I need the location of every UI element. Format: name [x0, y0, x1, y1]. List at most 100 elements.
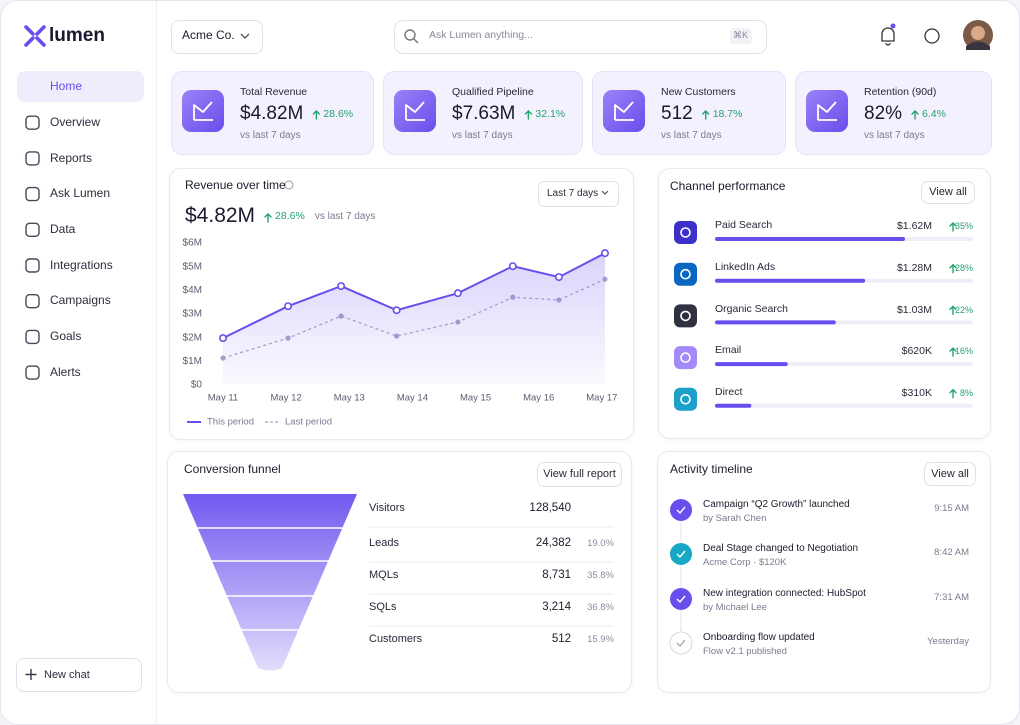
nav-item[interactable]: Ask Lumen	[50, 186, 111, 201]
funnel-rate: 15.9%	[587, 633, 614, 645]
card-title: Conversion funnel	[184, 462, 281, 477]
activity-title: Campaign “Q2 Growth” launched	[703, 498, 850, 510]
org-name: Acme Co.	[182, 28, 235, 43]
channel-value: $1.62M	[896, 220, 932, 233]
card-title: Revenue over time	[185, 178, 286, 193]
notification-dot	[890, 23, 896, 29]
channel-change: 28%	[954, 262, 973, 273]
card-title: Activity timeline	[670, 462, 753, 477]
nav-item[interactable]: Reports	[50, 150, 93, 165]
activity-time: 9:15 AM	[934, 502, 969, 514]
view-all-button[interactable]: View all	[921, 181, 975, 204]
view-all-button-label: View all	[931, 468, 969, 480]
kpi-label: Qualified Pipeline	[452, 86, 534, 99]
channel-name: Paid Search	[715, 219, 773, 232]
nav-item[interactable]: Campaigns	[50, 293, 111, 308]
search-placeholder: Ask Lumen anything...	[429, 29, 533, 42]
channel-value: $1.28M	[896, 261, 932, 274]
activity-detail: by Michael Lee	[703, 601, 767, 613]
kpi-note: vs last 7 days	[452, 129, 513, 141]
activity-detail: Flow v2.1 published	[703, 645, 787, 657]
activity-time: Yesterday	[927, 635, 969, 647]
kpi-value-row: $7.63M 32.1%	[452, 102, 565, 126]
channel-name: Direct	[715, 385, 743, 398]
funnel-value: 8,731	[542, 568, 571, 581]
kpi-change: 28.6%	[323, 108, 354, 120]
view-report-button[interactable]: View full report	[537, 462, 622, 487]
kpi-change: 32.1%	[535, 108, 566, 120]
shortcut-chip	[730, 28, 752, 44]
funnel-stage: MQLs	[369, 568, 399, 581]
revenue-note: vs last 7 days	[314, 210, 376, 222]
funnel-value: 3,214	[542, 600, 571, 613]
card-title: Channel performance	[670, 179, 786, 194]
kpi-label: New Customers	[661, 86, 736, 99]
channel-value: $1.03M	[896, 303, 932, 316]
activity-title: Deal Stage changed to Negotiation	[703, 542, 859, 554]
avatar-face	[971, 26, 985, 40]
funnel-value: 128,540	[529, 501, 571, 514]
activity-detail: Acme Corp · $120K	[703, 556, 787, 568]
kpi-card	[171, 71, 374, 155]
kpi-note: vs last 7 days	[864, 129, 925, 141]
kpi-label: Total Revenue	[240, 86, 308, 99]
activity-card	[657, 451, 991, 693]
nav-item[interactable]: Goals	[50, 329, 82, 344]
help-icon	[924, 28, 940, 44]
kpi-note: vs last 7 days	[240, 129, 301, 141]
revenue-value-row: $4.82M 28.6% vs last 7 days	[185, 203, 375, 229]
search-shortcut: ⌘K	[733, 30, 749, 41]
channel-card	[658, 168, 991, 439]
channel-value: $310K	[901, 386, 932, 399]
kpi-value-row: $4.82M 28.6%	[240, 102, 353, 126]
nav-item[interactable]: Data	[50, 222, 76, 236]
activity-time: 7:31 AM	[934, 591, 969, 603]
revenue-change: 28.6%	[275, 210, 305, 222]
funnel-value: 512	[551, 632, 571, 645]
nav-item[interactable]: Home	[50, 79, 83, 94]
brand-name: lumen	[49, 24, 105, 46]
sidebar	[1, 1, 157, 724]
channel-change: 8%	[959, 387, 973, 398]
org-select[interactable]	[171, 20, 263, 54]
funnel-stage: Leads	[369, 536, 399, 549]
view-report-button-label: View full report	[543, 468, 616, 480]
funnel-rate: 19.0%	[587, 537, 614, 549]
channel-change: 35%	[954, 221, 973, 232]
kpi-value: $7.63M	[452, 103, 516, 124]
view-all-button[interactable]: View all	[924, 462, 976, 486]
kpi-value: 82%	[864, 103, 903, 124]
activity-title: New integration connected: HubSpot	[703, 587, 866, 599]
funnel-stage: Customers	[369, 632, 423, 645]
kpi-value-row: 82% 6.4%	[864, 102, 946, 126]
channel-value: $620K	[901, 345, 932, 358]
range-select[interactable]	[538, 181, 619, 207]
bell-icon	[881, 27, 895, 46]
channel-name: Organic Search	[715, 302, 788, 315]
channel-name: Email	[715, 344, 742, 357]
nav-item[interactable]: Integrations	[50, 257, 113, 272]
funnel-value: 24,382	[535, 536, 571, 549]
avatar	[963, 20, 993, 50]
revenue-value: $4.82M	[185, 204, 256, 227]
avatar-body	[966, 41, 990, 50]
activity-time: 8:42 AM	[934, 546, 969, 558]
nav-item[interactable]: Overview	[50, 114, 101, 129]
view-all-button-label: View all	[929, 186, 967, 198]
channel-change: 16%	[954, 346, 973, 357]
activity-detail: by Sarah Chen	[703, 512, 767, 524]
nav-item[interactable]: Alerts	[50, 364, 81, 379]
funnel-rate: 35.8%	[587, 569, 614, 581]
new-chat-btn[interactable]	[16, 658, 142, 692]
funnel-stage: Visitors	[369, 501, 405, 514]
activity-title: Onboarding flow updated	[703, 631, 815, 643]
channel-change: 22%	[954, 304, 973, 315]
channel-name: LinkedIn Ads	[715, 260, 776, 273]
search-box[interactable]	[394, 20, 767, 54]
kpi-change: 6.4%	[922, 108, 946, 120]
kpi-value-row: 512 18.7%	[661, 102, 742, 126]
new-chat-label: New chat	[44, 668, 90, 681]
funnel-stage: SQLs	[369, 600, 397, 613]
kpi-label: Retention (90d)	[864, 86, 937, 99]
